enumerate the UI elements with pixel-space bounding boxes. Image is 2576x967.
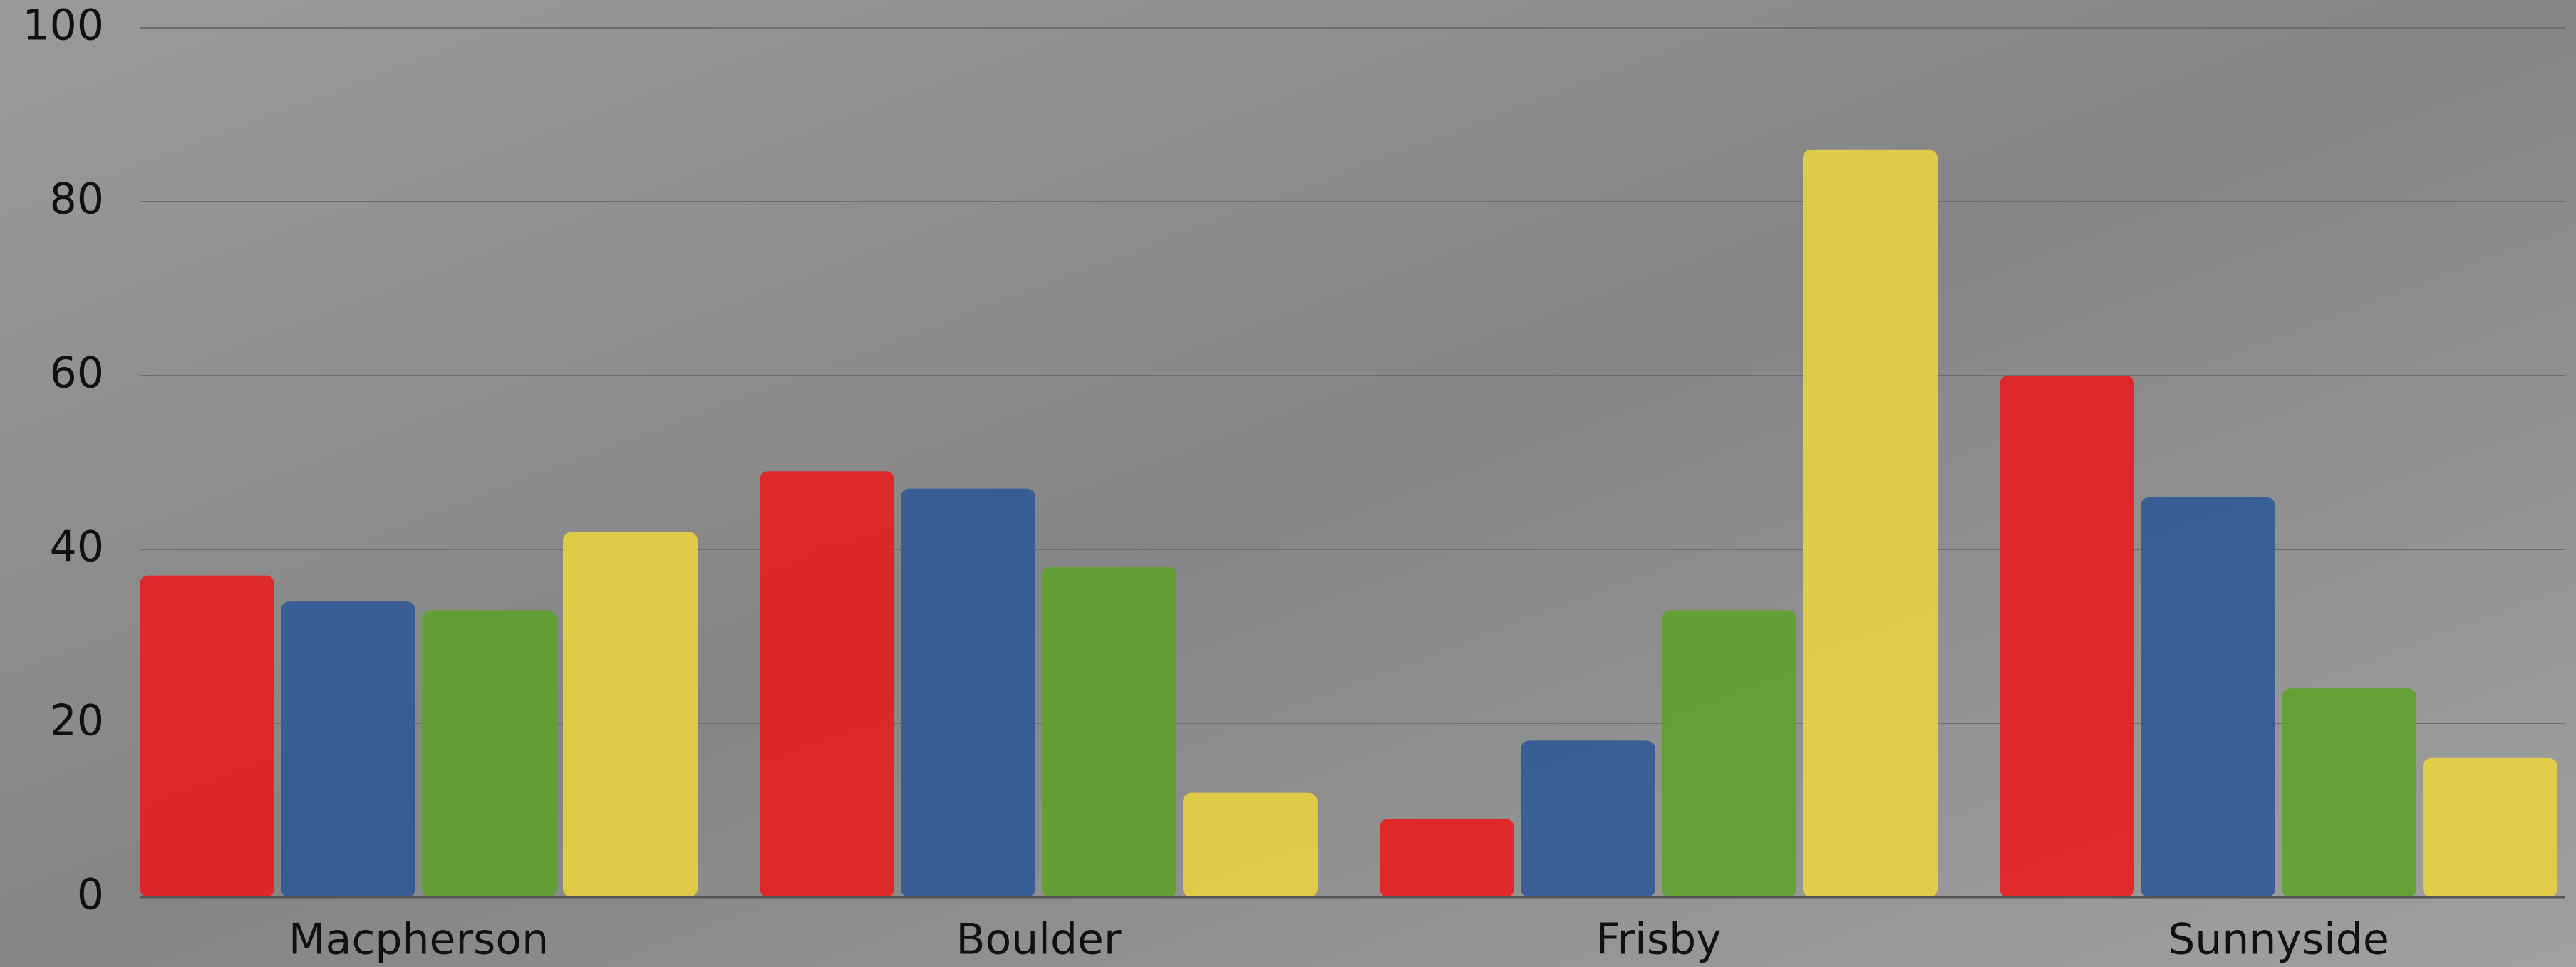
bar [901,488,1035,897]
bar [2000,376,2134,897]
bar [2141,497,2275,897]
y-tick-label: 40 [50,522,104,572]
bar [1521,740,1655,897]
x-tick-label: Macpherson [289,915,549,965]
bar [2282,688,2416,897]
bar [1380,819,1514,897]
bar [281,601,415,897]
y-tick-label: 0 [77,870,104,920]
y-tick-label: 20 [50,696,104,746]
bar [1183,792,1318,897]
y-tick-label: 100 [22,1,104,51]
bar [1042,567,1176,897]
y-tick-label: 60 [50,348,104,398]
x-tick-label: Boulder [956,915,1122,965]
y-tick-label: 80 [50,175,104,224]
bar [1803,149,1938,897]
x-tick-label: Sunnyside [2168,915,2389,965]
bar [140,575,274,897]
bar [563,532,698,897]
bar [760,471,894,897]
x-tick-label: Frisby [1595,915,1721,965]
bar [422,610,557,897]
bar [2423,757,2557,897]
bar [1662,610,1796,897]
